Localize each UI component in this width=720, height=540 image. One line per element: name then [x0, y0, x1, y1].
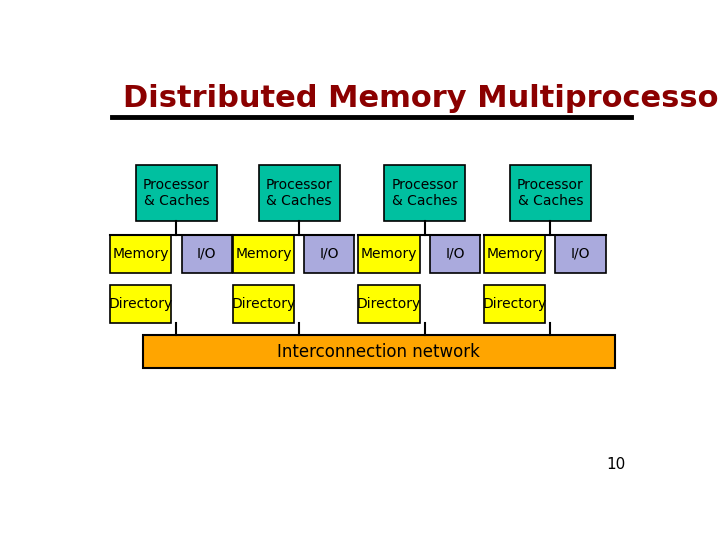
Text: I/O: I/O — [445, 247, 464, 261]
FancyBboxPatch shape — [110, 235, 171, 273]
FancyBboxPatch shape — [143, 335, 615, 368]
FancyBboxPatch shape — [510, 165, 591, 221]
Text: I/O: I/O — [320, 247, 339, 261]
Text: Memory: Memory — [487, 247, 543, 261]
Text: Interconnection network: Interconnection network — [277, 343, 480, 361]
FancyBboxPatch shape — [359, 235, 420, 273]
Text: Directory: Directory — [482, 297, 546, 311]
FancyBboxPatch shape — [233, 285, 294, 322]
FancyBboxPatch shape — [110, 285, 171, 322]
FancyBboxPatch shape — [484, 235, 545, 273]
Text: I/O: I/O — [571, 247, 590, 261]
Text: Memory: Memory — [361, 247, 418, 261]
Text: Distributed Memory Multiprocessors: Distributed Memory Multiprocessors — [124, 84, 720, 112]
FancyBboxPatch shape — [136, 165, 217, 221]
Text: Processor
& Caches: Processor & Caches — [392, 178, 458, 208]
Text: Memory: Memory — [112, 247, 169, 261]
FancyBboxPatch shape — [305, 235, 354, 273]
FancyBboxPatch shape — [233, 235, 294, 273]
Text: Processor
& Caches: Processor & Caches — [517, 178, 584, 208]
FancyBboxPatch shape — [258, 165, 340, 221]
FancyBboxPatch shape — [430, 235, 480, 273]
Text: 10: 10 — [606, 457, 626, 472]
Text: Directory: Directory — [231, 297, 296, 311]
Text: Processor
& Caches: Processor & Caches — [266, 178, 333, 208]
Text: Directory: Directory — [109, 297, 173, 311]
FancyBboxPatch shape — [484, 285, 545, 322]
Text: I/O: I/O — [197, 247, 217, 261]
FancyBboxPatch shape — [384, 165, 465, 221]
Text: Processor
& Caches: Processor & Caches — [143, 178, 210, 208]
Text: Directory: Directory — [357, 297, 421, 311]
FancyBboxPatch shape — [359, 285, 420, 322]
FancyBboxPatch shape — [181, 235, 232, 273]
Text: Memory: Memory — [235, 247, 292, 261]
FancyBboxPatch shape — [555, 235, 606, 273]
